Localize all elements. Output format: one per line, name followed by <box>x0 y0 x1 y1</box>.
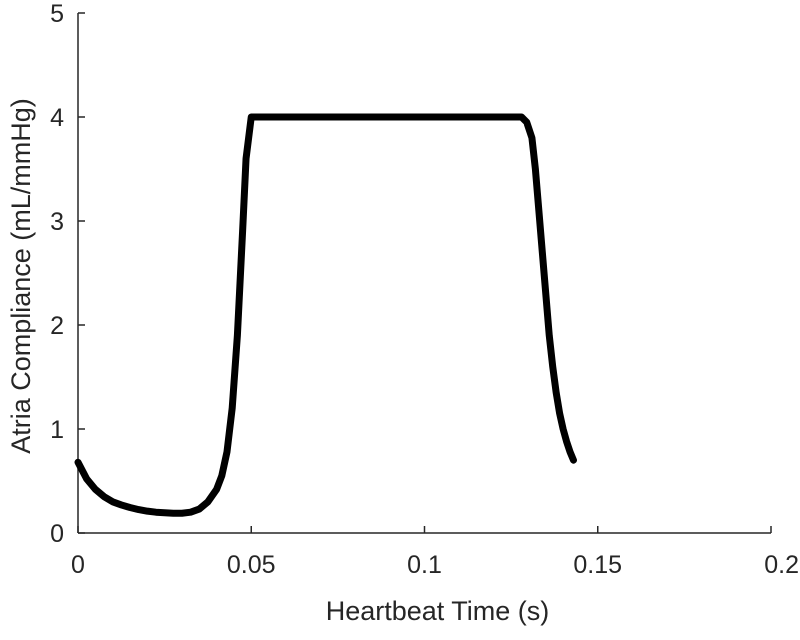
y-axis-label: Atria Compliance (mL/mmHg) <box>6 98 36 454</box>
x-tick-label: 0 <box>71 551 85 579</box>
y-tick-label: 1 <box>50 416 64 444</box>
x-tick-label: 0.2 <box>764 551 799 579</box>
x-tick-label: 0.1 <box>407 551 442 579</box>
x-tick-label: 0.05 <box>227 551 276 579</box>
x-ticks: 0 0.05 0.1 0.15 0.2 <box>71 526 799 579</box>
y-tick-label: 5 <box>50 0 64 28</box>
plot-area <box>74 113 577 517</box>
y-ticks: 0 1 2 3 4 5 <box>50 0 85 548</box>
y-tick-label: 2 <box>50 312 64 340</box>
y-tick-label: 3 <box>50 208 64 236</box>
y-tick-label: 4 <box>50 104 64 132</box>
axes <box>77 13 771 534</box>
x-tick-label: 0.15 <box>573 551 622 579</box>
y-tick-label: 0 <box>50 520 64 548</box>
x-axis-label: Heartbeat Time (s) <box>326 596 550 626</box>
series-line <box>74 113 577 517</box>
